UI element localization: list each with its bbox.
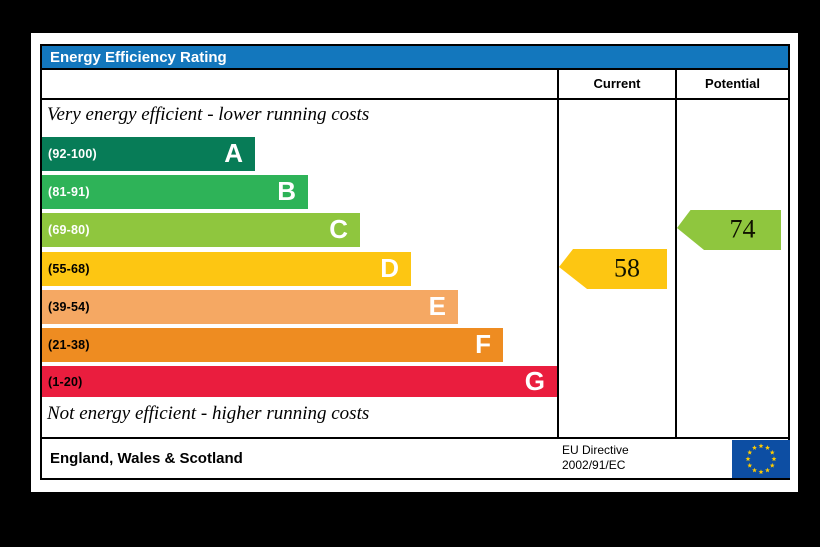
header-divider-line (42, 98, 788, 100)
potential-rating-value: 74 (729, 214, 756, 244)
band-range-label: (1-20) (48, 374, 83, 389)
eu-star-icon (752, 467, 757, 473)
band-A: (92-100) A (42, 137, 255, 171)
column-header-potential: Potential (705, 76, 760, 91)
band-D: (55-68) D (42, 252, 411, 286)
eu-star-icon (758, 469, 764, 475)
eu-directive-line1: EU Directive (562, 443, 629, 457)
eu-flag-icon (732, 440, 790, 478)
band-C: (69-80) C (42, 213, 360, 247)
eu-star-icon (758, 443, 764, 449)
eu-star-icon (752, 445, 757, 450)
potential-rating-arrow: 74 (677, 210, 781, 250)
region-label: England, Wales & Scotland (50, 450, 243, 467)
band-letter: D (380, 252, 399, 283)
band-letter: G (524, 365, 545, 396)
eu-star-icon (747, 449, 753, 455)
eu-directive-line2: 2002/91/EC (562, 458, 626, 472)
eu-star-icon (745, 456, 751, 462)
band-range-label: (69-80) (48, 223, 90, 237)
current-rating-value: 58 (614, 253, 641, 283)
chart-title: Energy Efficiency Rating (50, 49, 227, 66)
eu-star-icon (769, 449, 775, 455)
band-B: (81-91) B (42, 175, 308, 209)
band-letter: B (277, 175, 296, 206)
band-E: (39-54) E (42, 290, 458, 324)
band-letter: F (475, 328, 491, 359)
current-rating-arrow: 58 (559, 249, 667, 289)
energy-rating-chart: Energy Efficiency Rating Current Potenti… (40, 44, 790, 480)
footer-divider-line (42, 437, 788, 439)
certificate-page: Energy Efficiency Rating Current Potenti… (31, 33, 798, 492)
eu-star-icon (765, 467, 770, 473)
band-range-label: (92-100) (48, 147, 97, 161)
band-letter: C (329, 213, 348, 244)
top-caption: Very energy efficient - lower running co… (47, 104, 370, 125)
eu-star-icon (765, 445, 770, 450)
band-range-label: (55-68) (48, 262, 90, 276)
potential-column-divider (675, 70, 677, 437)
bottom-caption: Not energy efficient - higher running co… (47, 403, 370, 424)
band-range-label: (21-38) (48, 338, 90, 352)
eu-star-icon (771, 456, 777, 462)
eu-directive-label: EU Directive 2002/91/EC (562, 443, 629, 473)
band-range-label: (81-91) (48, 185, 90, 199)
band-F: (21-38) F (42, 328, 503, 362)
eu-star-icon (747, 462, 753, 468)
band-G: (1-20) G (42, 365, 557, 397)
band-letter: E (428, 290, 446, 321)
band-range-label: (39-54) (48, 300, 90, 314)
current-column-divider (557, 70, 559, 437)
eu-star-icon (769, 462, 775, 468)
column-header-current: Current (593, 76, 641, 91)
band-letter: A (224, 137, 243, 168)
chart-title-bar: Energy Efficiency Rating (42, 46, 788, 70)
